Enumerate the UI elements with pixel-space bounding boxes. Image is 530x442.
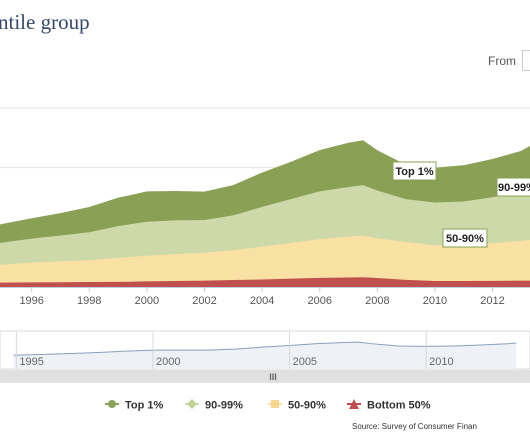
x-tick-label: 2008 [365,295,389,307]
scrollbar-grip-icon: III [269,372,277,382]
x-tick-label: 2010 [423,295,447,307]
navigator-tick-label: 2010 [429,356,453,368]
x-tick-label: 2006 [307,295,331,307]
legend-label-50-90: 50-90% [288,399,326,412]
annotation-box [392,161,437,181]
from-date-input[interactable] [522,50,530,71]
circle-marker-icon [105,399,119,412]
x-tick-label: 1996 [19,295,43,307]
legend-item-bottom-50[interactable]: Bottom 50% [347,399,431,412]
legend-label-bottom-50: Bottom 50% [367,399,431,412]
legend-label-top-1: Top 1% [125,399,164,412]
legend-item-top-1[interactable]: Top 1% [105,399,163,412]
annotation-label: 50-90% [446,233,484,245]
navigator-scrollbar[interactable] [0,370,530,383]
x-tick-label: 2002 [192,295,216,307]
chart-annotations: Top 1% 90-99% 50-90% [392,161,530,248]
line-series-top-1 [0,140,530,226]
triangle-marker-icon [347,399,361,412]
x-tick-label: 2004 [250,295,274,307]
square-marker-icon [268,399,282,412]
legend-item-50-90[interactable]: 50-90% [268,399,326,412]
navigator-tick-label: 1995 [19,356,43,368]
navigator: 1995 2000 2005 2010 III [0,330,530,383]
x-axis: 1996 1998 2000 2002 2004 2006 2008 2010 2012 [0,287,530,307]
legend: Top 1% 90-99% 50-90% Bottom 50% [0,399,530,415]
diamond-marker-icon [185,399,199,412]
x-tick-label: 2000 [135,295,159,307]
legend-item-90-99[interactable]: 90-99% [185,399,243,412]
annotation-label: 90-99% [498,182,530,194]
chart-areas [0,140,530,287]
chart-title: ntile group [0,10,90,34]
x-tick-label: 2012 [480,295,504,307]
navigator-series-area [13,342,517,369]
area-series-90-99 [0,185,530,265]
legend-label-90-99: 90-99% [205,399,243,412]
annotation-label: Top 1% [395,166,434,178]
from-label: From [488,54,516,68]
annotation-box [496,177,530,197]
x-tick-label: 1998 [77,295,101,307]
navigator-tick-label: 2005 [293,356,317,368]
source-note: Source: Survey of Consumer Finan [352,422,477,431]
navigator-tick-label: 2000 [156,356,180,368]
annotation-box [442,228,488,248]
area-series-50-90 [0,235,530,283]
